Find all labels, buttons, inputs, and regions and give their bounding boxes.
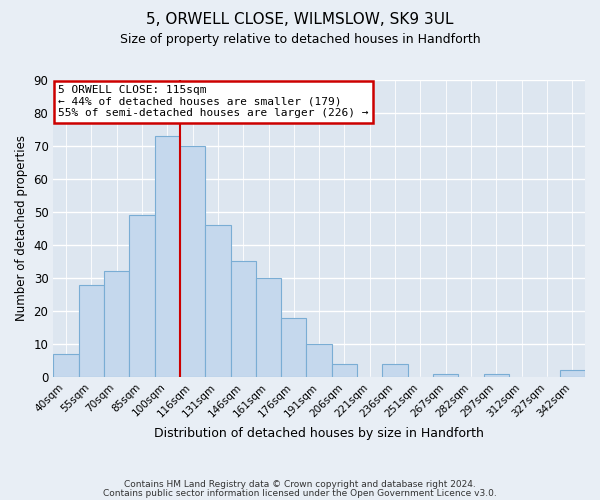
Y-axis label: Number of detached properties: Number of detached properties bbox=[15, 136, 28, 322]
Bar bbox=[433, 374, 458, 377]
Bar bbox=[129, 216, 155, 377]
Text: 5, ORWELL CLOSE, WILMSLOW, SK9 3UL: 5, ORWELL CLOSE, WILMSLOW, SK9 3UL bbox=[146, 12, 454, 28]
Bar bbox=[281, 318, 307, 377]
Text: Size of property relative to detached houses in Handforth: Size of property relative to detached ho… bbox=[119, 32, 481, 46]
Bar bbox=[560, 370, 585, 377]
Text: Contains HM Land Registry data © Crown copyright and database right 2024.: Contains HM Land Registry data © Crown c… bbox=[124, 480, 476, 489]
Bar bbox=[256, 278, 281, 377]
Bar bbox=[155, 136, 180, 377]
Bar bbox=[382, 364, 408, 377]
Bar bbox=[307, 344, 332, 377]
Bar bbox=[332, 364, 357, 377]
Bar bbox=[205, 225, 230, 377]
Bar bbox=[230, 262, 256, 377]
Bar bbox=[484, 374, 509, 377]
Bar bbox=[53, 354, 79, 377]
Bar bbox=[104, 272, 129, 377]
Bar bbox=[79, 284, 104, 377]
Text: 5 ORWELL CLOSE: 115sqm
← 44% of detached houses are smaller (179)
55% of semi-de: 5 ORWELL CLOSE: 115sqm ← 44% of detached… bbox=[58, 85, 369, 118]
X-axis label: Distribution of detached houses by size in Handforth: Distribution of detached houses by size … bbox=[154, 427, 484, 440]
Text: Contains public sector information licensed under the Open Government Licence v3: Contains public sector information licen… bbox=[103, 489, 497, 498]
Bar bbox=[180, 146, 205, 377]
